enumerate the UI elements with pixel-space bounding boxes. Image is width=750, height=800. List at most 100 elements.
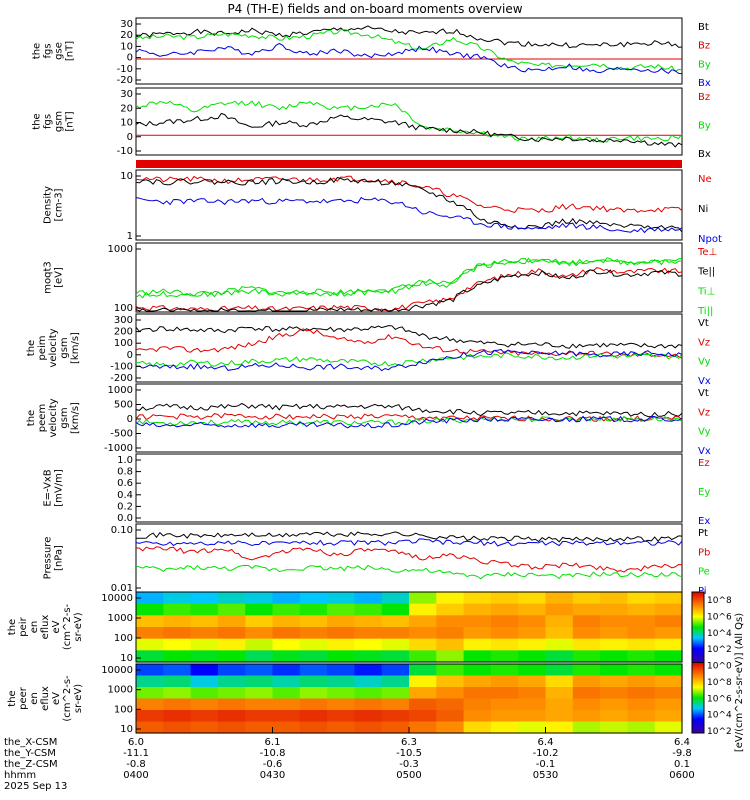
ylabel-line: gsm (54, 111, 65, 132)
heatmap-cell (245, 603, 274, 616)
heatmap-cell (381, 664, 410, 677)
legend-Vt: Vt (698, 388, 709, 399)
heatmap-cell (654, 687, 683, 700)
heatmap-cell (436, 687, 465, 700)
series-Pb-line (135, 546, 683, 573)
heatmap-cell (463, 664, 492, 677)
ytick-label: 1.0 (117, 455, 133, 466)
heatmap-cell (299, 675, 328, 688)
heatmap-cell (436, 650, 465, 663)
heatmap-cell (463, 721, 492, 734)
colorbar-tick: 10^8 (707, 678, 732, 688)
heatmap-cell (327, 721, 355, 734)
heatmap-cell (463, 710, 492, 723)
series-Pi-line (135, 538, 683, 547)
heatmap-cell (627, 627, 656, 640)
ytick-label: 0.0 (117, 513, 133, 524)
panel-frame-2 (135, 169, 683, 241)
heatmap-cell (409, 650, 437, 663)
heatmap-cell (436, 603, 465, 616)
series-Bx-line (135, 42, 683, 75)
heatmap-cell (245, 710, 274, 723)
ylabel-line: Density (43, 186, 54, 224)
colorbar-tick: 10^2 (707, 645, 732, 655)
heatmap-cell (272, 650, 301, 663)
ytick-label: 0.8 (117, 467, 133, 478)
heatmap-cell (299, 592, 328, 605)
heatmap-cell (272, 603, 301, 616)
heatmap-cell (272, 664, 301, 677)
heatmap-cell (436, 615, 465, 628)
heatmap-cell (627, 603, 656, 616)
legend-Ti||: Ti|| (697, 306, 713, 317)
heatmap-cell (272, 721, 301, 734)
ylabel-line: gsm (59, 407, 70, 428)
heatmap-cell (490, 687, 519, 700)
heatmap-cell (136, 603, 164, 616)
xaxis-row-label: the_Z-CSM (4, 759, 58, 770)
heatmap-cell (354, 603, 383, 616)
legend-Vy: Vy (698, 357, 711, 368)
heatmap-cell (463, 627, 492, 640)
heatmap-cell (627, 698, 656, 711)
heatmap-cell (518, 687, 547, 700)
heatmap-cell (518, 650, 547, 663)
ytick-label: 20 (120, 30, 133, 41)
heatmap-cell (354, 687, 383, 700)
heatmap-cell (600, 687, 628, 700)
heatmap-cell (217, 664, 246, 677)
heatmap-cell (436, 698, 465, 711)
heatmap-cell (463, 698, 492, 711)
heatmap-cell (381, 675, 410, 688)
ytick-label: 100 (114, 704, 133, 715)
ylabel-line: peir (18, 616, 29, 636)
legend-Vz: Vz (698, 337, 710, 348)
xaxis-value: -9.8 (672, 748, 692, 759)
heatmap-cell (409, 698, 437, 711)
heatmap-cell (545, 603, 574, 616)
heatmap-cell (572, 650, 601, 663)
xaxis-value: 6.4 (538, 737, 554, 748)
heatmap-cell (190, 675, 219, 688)
xaxis-row-label: the_X-CSM (4, 737, 57, 748)
series-Vx-line (135, 349, 683, 372)
heatmap-cell (272, 698, 301, 711)
ylabel-line: [km/s] (70, 402, 81, 434)
heatmap-cell (518, 638, 547, 651)
ylabel-line: the (32, 113, 43, 129)
heatmap-cell (654, 627, 683, 640)
heatmap-cell (654, 650, 683, 663)
legend-Pe: Pe (698, 567, 710, 578)
ylabel-line: fgs (43, 43, 54, 58)
heatmap-cell (217, 675, 246, 688)
heatmap-cell (272, 675, 301, 688)
panel-frame-8-top (135, 591, 683, 663)
heatmap-cell (163, 592, 192, 605)
ytick-label: 10000 (101, 665, 133, 676)
xaxis-value: -0.6 (263, 759, 283, 770)
series-Vx-line (135, 415, 683, 429)
ytick-label: 20 (120, 103, 133, 114)
heatmap-cell (190, 650, 219, 663)
ytick-label: 1000 (108, 685, 133, 696)
legend-Ni: Ni (698, 204, 708, 215)
legend-Vz: Vz (698, 407, 710, 418)
ytick-label: -10 (117, 146, 133, 157)
heatmap-cell (354, 675, 383, 688)
heatmap-cell (627, 650, 656, 663)
heatmap-cell (409, 592, 437, 605)
ytick-label: 0.6 (117, 478, 133, 489)
heatmap-cell (518, 710, 547, 723)
legend-Ey: Ey (698, 487, 710, 498)
ylabel-line: the (26, 410, 37, 426)
heatmap-cell (600, 698, 628, 711)
heatmap-cell (490, 615, 519, 628)
heatmap-cell (627, 721, 656, 734)
legend-Bt: Bt (698, 22, 709, 33)
heatmap-cell (327, 592, 355, 605)
heatmap-cell (245, 638, 274, 651)
heatmap-cell (627, 687, 656, 700)
ylabel-line: eV (51, 692, 62, 705)
heatmap-cell (600, 675, 628, 688)
heatmap-cell (190, 698, 219, 711)
